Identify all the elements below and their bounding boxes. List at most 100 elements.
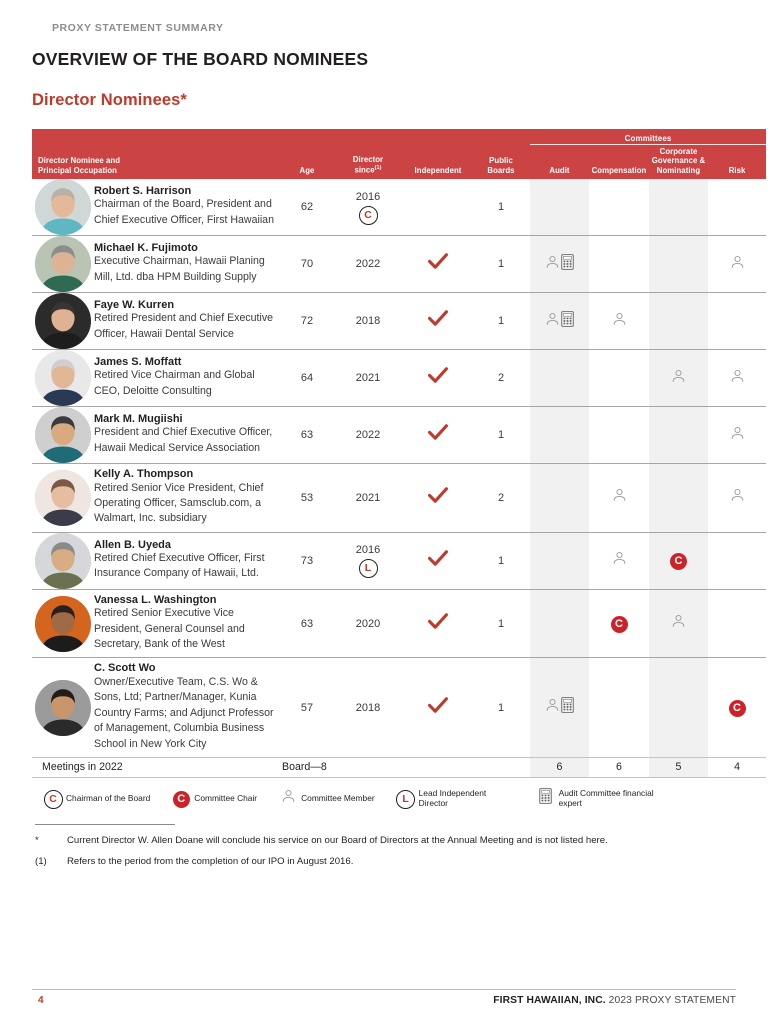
meetings-compensation: 6 [589, 756, 649, 778]
footer-document-label: FIRST HAWAIIAN, INC. 2023 PROXY STATEMEN… [493, 995, 736, 1006]
director-since-cell: 2016 L [332, 532, 404, 589]
independent-check-icon [428, 612, 448, 630]
director-since-year: 2016 [355, 190, 381, 203]
photo-cell [32, 589, 94, 658]
nominee-occupation: Retired Senior Vice President, Chief Ope… [94, 481, 264, 525]
director-since-year: 2018 [355, 701, 381, 714]
legend-item: L Lead Independent Director [393, 788, 515, 809]
committee-member-icon [671, 368, 686, 389]
risk-cell [708, 179, 766, 236]
committee-member-icon [730, 254, 745, 275]
footnote-text: Refers to the period from the completion… [67, 855, 354, 867]
independent-cell [404, 407, 472, 464]
photo-cell [32, 658, 94, 758]
compensation-cell [589, 407, 649, 464]
photo-cell [32, 350, 94, 407]
independent-check-icon [428, 424, 448, 441]
public-boards-cell: 1 [497, 617, 505, 630]
financial-expert-calculator-icon [561, 253, 574, 275]
director-since-cell: 2021 [332, 350, 404, 407]
footnote-marker: * [35, 834, 39, 846]
table-header-row: Director Nominee and Principal Occupatio… [32, 144, 767, 179]
nominee-cell: Vanessa L. Washington Retired Senior Exec… [94, 589, 282, 658]
audit-cell [530, 179, 589, 236]
corporate-governance-cell [649, 349, 708, 407]
meetings-audit: 6 [530, 756, 589, 778]
page-footer: 4 FIRST HAWAIIAN, INC. 2023 PROXY STATEM… [32, 989, 736, 1006]
committees-group-label: Committees [530, 129, 767, 145]
compensation-cell [589, 658, 649, 758]
nominee-name: Allen B. Uyeda [94, 538, 172, 551]
risk-cell [708, 293, 766, 350]
header-nominee: Director Nominee and Principal Occupatio… [38, 156, 121, 175]
audit-cell [530, 292, 589, 350]
header-director-since: Director since(1) [352, 154, 384, 175]
corporate-governance-cell [649, 235, 708, 293]
nominee-occupation: President and Chief Executive Officer, H… [94, 426, 273, 454]
corporate-governance-cell [649, 179, 708, 236]
nominee-occupation: Chairman of the Board, President and Chi… [94, 198, 274, 226]
header-risk: Risk [728, 165, 746, 175]
age-cell: 63 [300, 429, 314, 441]
compensation-cell [589, 350, 649, 407]
header-age: Age [299, 165, 315, 175]
independent-cell [404, 658, 472, 758]
risk-cell [708, 532, 766, 589]
age-cell: 53 [300, 491, 314, 504]
corporate-governance-cell [649, 463, 708, 533]
committee-member-icon [730, 368, 745, 389]
table-row: C. Scott Wo Owner/Executive Team, C.S. Wo… [32, 657, 767, 758]
public-boards-cell: 1 [497, 315, 505, 327]
meetings-label: Meetings in 2022 [32, 756, 282, 778]
nominee-name: James S. Moffatt [94, 355, 182, 368]
header-independent: Independent [414, 165, 462, 175]
public-boards-cell: 2 [497, 372, 505, 384]
photo-cell [32, 179, 94, 236]
audit-cell [530, 235, 589, 293]
director-since-cell: 2022 [332, 236, 404, 293]
director-since-year: 2018 [355, 315, 381, 327]
corporate-governance-cell [649, 292, 708, 350]
section-eyebrow: PROXY STATEMENT SUMMARY [52, 22, 224, 34]
audit-cell [530, 406, 589, 464]
risk-cell [708, 464, 766, 533]
corporate-governance-cell: C [649, 532, 708, 590]
independent-check-icon [428, 696, 448, 714]
nominee-cell: Kelly A. Thompson Retired Senior Vice Pre… [94, 464, 282, 533]
committee-member-icon [671, 613, 686, 634]
legend-symbol: C [40, 788, 66, 809]
legend-label: Chairman of the Board [66, 793, 151, 804]
table-row: Vanessa L. Washington Retired Senior Exec… [32, 589, 767, 658]
audit-cell [530, 349, 589, 407]
director-since-cell: 2020 [332, 589, 404, 658]
age-cell: 64 [300, 372, 314, 384]
legend-label: Committee Chair [194, 793, 258, 804]
nominee-occupation: Retired Vice Chairman and Global CEO, De… [94, 369, 255, 397]
director-photo [35, 407, 91, 463]
nominee-name: Mark M. Mugiishi [94, 412, 183, 425]
nominee-cell: Allen B. Uyeda Retired Chief Executive Of… [94, 532, 282, 589]
proxy-statement-page: PROXY STATEMENT SUMMARY OVERVIEW OF THE … [0, 22, 768, 1022]
table-row: Michael K. Fujimoto Executive Chairman, H… [32, 235, 767, 293]
lead-independent-director-badge-icon: L [396, 789, 416, 809]
page-title: OVERVIEW OF THE BOARD NOMINEES [32, 49, 369, 69]
legend-label: Lead Independent Director [418, 788, 487, 809]
nominee-cell: Robert S. Harrison Chairman of the Board,… [94, 179, 282, 236]
age-cell: 57 [300, 701, 314, 714]
nominee-occupation: Executive Chairman, Hawaii Planing Mill,… [94, 255, 265, 283]
legend-item: C Committee Chair [168, 789, 257, 808]
legend-symbol [533, 788, 559, 809]
risk-cell [708, 236, 766, 293]
public-boards-cell: 1 [497, 258, 505, 270]
lead-independent-director-badge-icon: L [358, 559, 378, 579]
section-title: Director Nominees* [32, 91, 187, 109]
photo-cell [32, 293, 94, 350]
director-photo [35, 236, 91, 292]
page-number: 4 [38, 995, 44, 1006]
nominee-cell: Michael K. Fujimoto Executive Chairman, H… [94, 236, 282, 293]
director-since-year: 2021 [355, 372, 381, 384]
committee-chair-badge-icon: C [172, 790, 190, 808]
independent-check-icon [428, 549, 448, 567]
nominee-cell: C. Scott Wo Owner/Executive Team, C.S. Wo… [94, 658, 282, 758]
nominee-name: Vanessa L. Washington [94, 593, 217, 606]
